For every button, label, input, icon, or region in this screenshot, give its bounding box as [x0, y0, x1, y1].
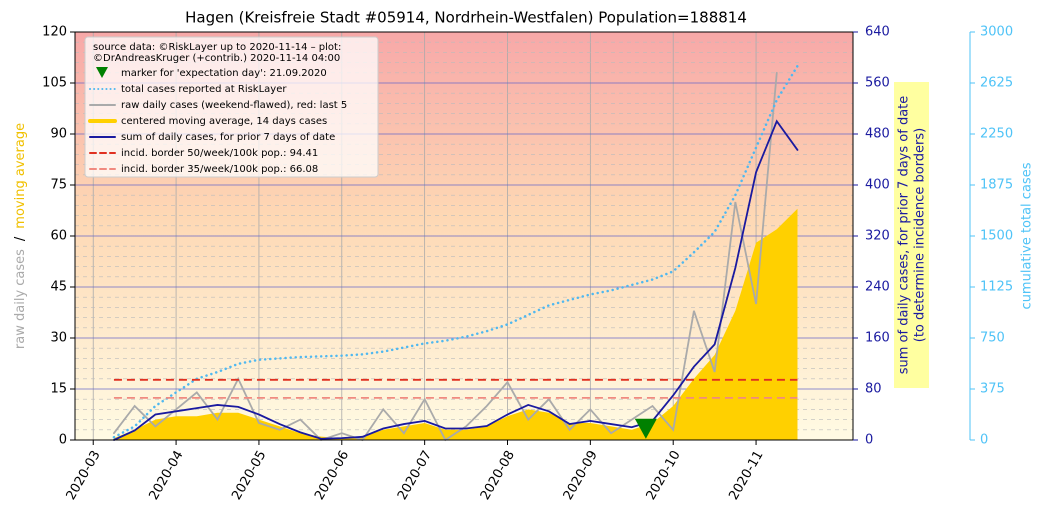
- y2-tick-label: 0: [865, 433, 873, 448]
- legend-label: incid. border 50/week/100k pop.: 94.41: [121, 148, 318, 159]
- x-tick-label: 2020-11: [726, 448, 766, 503]
- source-text: ©DrAndreasKruger (+contrib.) 2020-11-14 …: [93, 53, 340, 64]
- y2-axis-label: sum of daily cases, for prior 7 days of …: [897, 96, 912, 375]
- source-text: source data: ©RiskLayer up to 2020-11-14…: [93, 42, 341, 53]
- y2-tick-label: 240: [865, 280, 890, 295]
- chart-title: Hagen (Kreisfreie Stadt #05914, Nordrhei…: [185, 9, 747, 27]
- y-tick-label: 120: [42, 25, 67, 40]
- y2-tick-label: 560: [865, 76, 890, 91]
- expectation-marker: [634, 418, 657, 439]
- y-tick-label: 105: [42, 76, 67, 91]
- y2-tick-label: 320: [865, 229, 890, 244]
- y2-tick-label: 640: [865, 25, 890, 40]
- y3-tick-label: 0: [980, 433, 988, 448]
- legend-label: sum of daily cases, for prior 7 days of …: [121, 132, 335, 143]
- y-tick-label: 15: [50, 382, 67, 397]
- legend: source data: ©RiskLayer up to 2020-11-14…: [84, 36, 379, 178]
- y3-tick-label: 2250: [980, 127, 1013, 142]
- y2-tick-label: 480: [865, 127, 890, 142]
- y3-tick-label: 375: [980, 382, 1005, 397]
- y2-tick-label: 80: [865, 382, 882, 397]
- legend-label: centered moving average, 14 days cases: [121, 116, 327, 127]
- legend-label: marker for 'expectation day': 21.09.2020: [121, 68, 327, 79]
- y2-tick-label: 160: [865, 331, 890, 346]
- x-tick-label: 2020-05: [229, 448, 269, 503]
- y2-tick-label: 400: [865, 178, 890, 193]
- y-tick-label: 75: [50, 178, 67, 193]
- legend-label: total cases reported at RiskLayer: [121, 84, 287, 95]
- marks: [112, 64, 799, 442]
- y-tick-label: 0: [59, 433, 67, 448]
- x-tick-label: 2020-08: [478, 448, 518, 503]
- x-tick-label: 2020-10: [644, 448, 684, 503]
- y2-axis-label: (to determine incidence borders): [913, 128, 928, 343]
- area: [113, 208, 798, 440]
- legend-label: raw daily cases (weekend-flawed), red: l…: [121, 100, 347, 111]
- legend-glyph: [96, 67, 108, 78]
- x-tick-label: 2020-03: [64, 448, 104, 503]
- y3-axis-label: cumulative total cases: [1020, 162, 1035, 309]
- y3-tick-label: 750: [980, 331, 1005, 346]
- y-axis-label: raw daily cases / moving average: [13, 123, 28, 349]
- x-tick-label: 2020-07: [395, 448, 435, 503]
- y-tick-label: 45: [50, 280, 67, 295]
- y3-tick-label: 1125: [980, 280, 1013, 295]
- line: [112, 64, 799, 439]
- y-label-avg: moving average: [13, 123, 28, 229]
- y2-label-box: [894, 82, 929, 388]
- line: [113, 119, 799, 441]
- y-tick-label: 90: [50, 127, 67, 142]
- legend-label: incid. border 35/week/100k pop.: 66.08: [121, 164, 318, 175]
- x-tick-label: 2020-09: [561, 448, 601, 503]
- x-tick-label: 2020-06: [312, 448, 352, 503]
- y3-tick-label: 1500: [980, 229, 1013, 244]
- y3-tick-label: 2625: [980, 76, 1013, 91]
- y-tick-label: 60: [50, 229, 67, 244]
- y3-tick-label: 3000: [980, 25, 1013, 40]
- y3-tick-label: 1875: [980, 178, 1013, 193]
- x-tick-label: 2020-04: [146, 448, 186, 503]
- legend-box: [84, 36, 379, 178]
- y-label-slash: /: [13, 236, 28, 241]
- y-tick-label: 30: [50, 331, 67, 346]
- y-label-raw: raw daily cases: [13, 249, 28, 349]
